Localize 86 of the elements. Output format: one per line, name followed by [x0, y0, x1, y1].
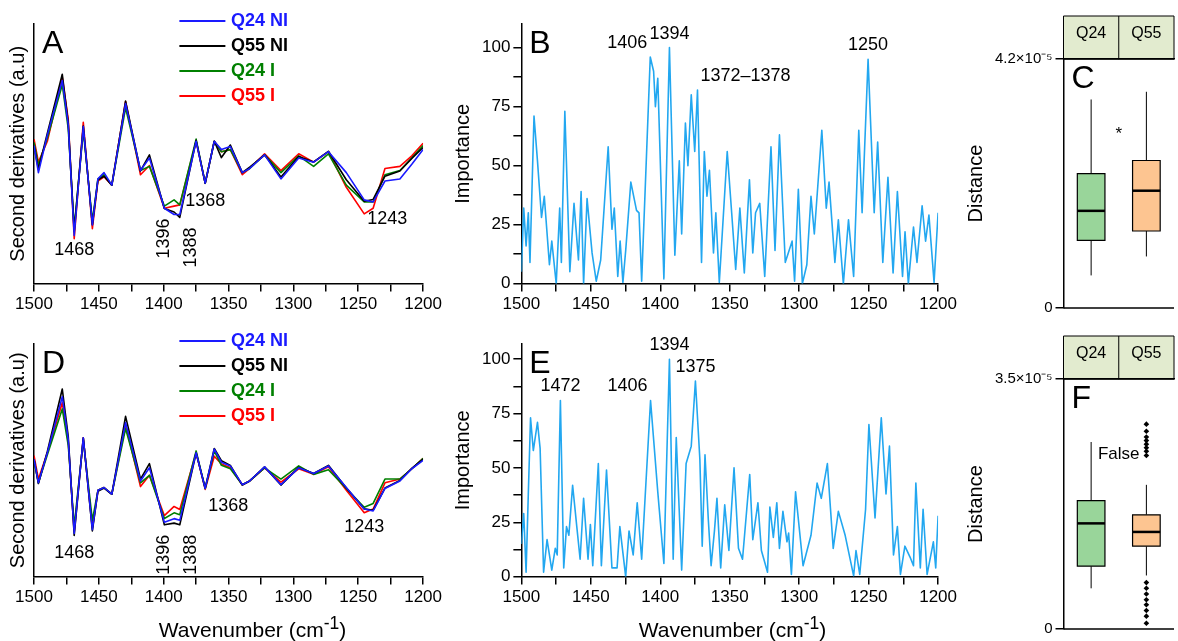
annotation: 1406	[607, 375, 648, 396]
x-tick-label: 1200	[919, 294, 957, 314]
legend-label: Q55 I	[230, 405, 275, 426]
y-tick-label: 100	[481, 37, 511, 57]
annotation: 1368	[208, 495, 249, 516]
y-axis-title: Importance	[450, 103, 473, 204]
y-tick-label: 4.2×10⁻⁵	[995, 49, 1053, 67]
x-tick-label: 1500	[15, 587, 53, 607]
x-tick-label: 1250	[849, 587, 888, 607]
x-tick-label: 1500	[502, 294, 541, 314]
annotation: 1388	[179, 534, 200, 575]
y-tick-label: 75	[491, 403, 511, 423]
chart-title: F	[1071, 379, 1092, 416]
annotation: *	[1115, 123, 1123, 143]
x-tick-label: Q24	[1076, 344, 1107, 362]
annotation: 1468	[54, 542, 95, 563]
annotation: 1394	[649, 334, 690, 355]
y-tick-label: 50	[491, 155, 511, 175]
x-tick-label: 1200	[404, 294, 442, 314]
x-tick-label: 1200	[404, 587, 442, 607]
legend-label: Q24 NI	[230, 10, 288, 31]
y-tick-label: 25	[491, 511, 511, 531]
annotation: 1243	[344, 515, 385, 536]
annotation: 1468	[54, 238, 95, 259]
x-tick-label: 1400	[641, 294, 680, 314]
x-tick-label: 1400	[144, 587, 183, 607]
x-tick-label: 1450	[79, 294, 118, 314]
legend-label: Q24 NI	[230, 330, 288, 351]
annotation: 1396	[153, 534, 174, 575]
x-tick-label: 1500	[502, 587, 541, 607]
legend-label: Q55 NI	[230, 355, 288, 376]
y-tick-label: 0	[500, 273, 511, 293]
x-tick-label: 1300	[780, 294, 819, 314]
x-tick-label: 1350	[710, 294, 749, 314]
chart-title: A	[42, 23, 64, 60]
x-tick-label: 1350	[209, 587, 248, 607]
y-tick-label: 0	[1044, 298, 1053, 316]
annotation: False	[1097, 443, 1140, 463]
annotation: 1368	[185, 190, 226, 211]
annotation: 1388	[179, 227, 200, 268]
y-tick-label: 100	[481, 348, 511, 368]
x-tick-label: 1450	[571, 294, 610, 314]
annotation: 1372–1378	[700, 65, 791, 86]
legend-label: Q24 I	[230, 380, 275, 401]
annotation: 1406	[607, 32, 648, 53]
x-tick-label: 1250	[339, 294, 378, 314]
chart-title: B	[529, 23, 551, 60]
x-tick-label: 1400	[641, 587, 680, 607]
x-tick-label: 1500	[15, 294, 53, 314]
x-tick-label: 1450	[79, 587, 118, 607]
y-axis-title: Second derivatives (a.u)	[5, 45, 28, 262]
y-axis-title: Distance	[963, 465, 986, 544]
y-tick-label: 3.5×10⁻⁵	[995, 369, 1053, 387]
x-tick-label: 1300	[780, 587, 819, 607]
x-tick-label: Q24	[1076, 24, 1107, 42]
annotation: 1394	[649, 22, 690, 43]
x-tick-label: 1350	[710, 587, 749, 607]
x-tick-label: 1400	[144, 294, 183, 314]
x-axis-title: Wavenumber (cm$^{-1}$)	[637, 613, 828, 641]
annotation: 1375	[675, 355, 716, 376]
x-tick-label: 1250	[849, 294, 888, 314]
annotation: 1243	[367, 208, 408, 229]
x-tick-label: 1250	[339, 587, 378, 607]
x-tick-label: 1300	[274, 294, 313, 314]
chart-title: D	[42, 343, 66, 380]
annotation: 1472	[540, 375, 581, 396]
y-tick-label: 25	[491, 214, 511, 234]
x-tick-label: 1200	[919, 587, 957, 607]
y-axis-title: Second derivatives (a.u)	[5, 352, 28, 569]
y-tick-label: 75	[491, 96, 511, 116]
y-tick-label: 0	[500, 566, 511, 586]
y-tick-label: 0	[1044, 619, 1053, 637]
x-axis-title: Wavenumber (cm$^{-1}$)	[157, 613, 348, 641]
legend-label: Q55 I	[230, 85, 275, 106]
annotation: 1396	[153, 218, 174, 259]
legend-label: Q55 NI	[230, 35, 288, 56]
y-axis-title: Importance	[450, 410, 473, 511]
x-tick-label: 1450	[571, 587, 610, 607]
x-tick-label: 1350	[209, 294, 248, 314]
x-tick-label: Q55	[1131, 24, 1162, 42]
x-tick-label: 1300	[274, 587, 313, 607]
chart-title: C	[1071, 59, 1095, 96]
x-tick-label: Q55	[1131, 344, 1162, 362]
y-tick-label: 50	[491, 457, 511, 477]
legend-label: Q24 I	[230, 60, 275, 81]
y-axis-title: Distance	[963, 144, 986, 223]
